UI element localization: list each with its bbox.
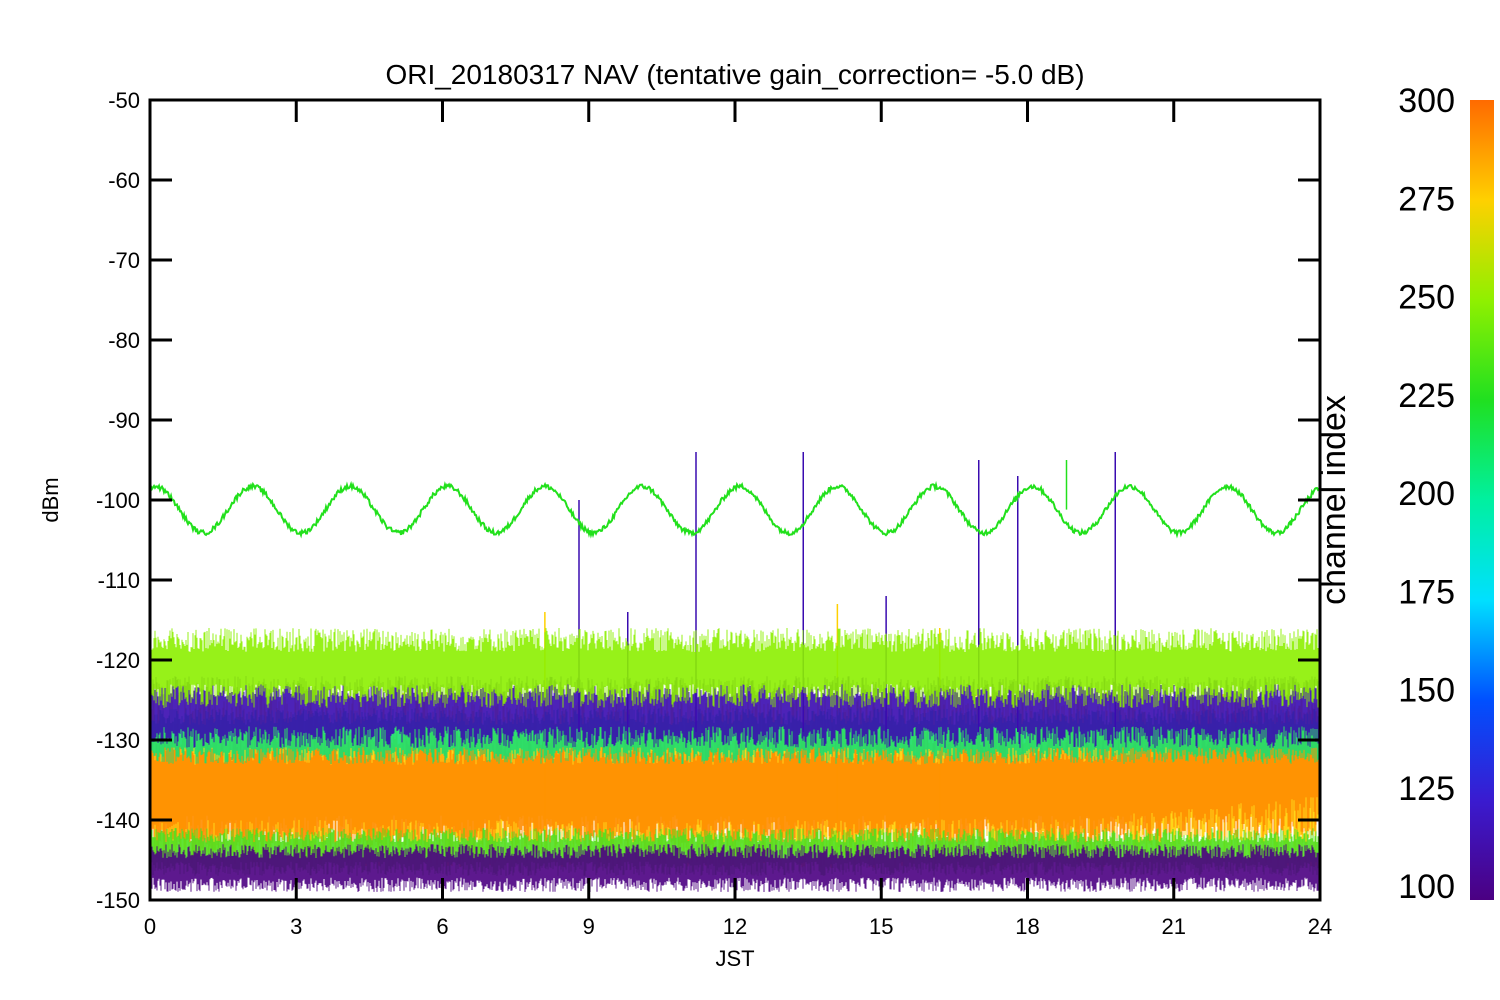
series-layer <box>150 452 1320 892</box>
colorbar-tick-label: 175 <box>1398 573 1455 611</box>
y-tick-label: -60 <box>108 168 140 193</box>
colorbar-tick-label: 250 <box>1398 279 1455 317</box>
x-tick-label: 21 <box>1162 914 1186 939</box>
y-axis-title: dBm <box>38 477 63 522</box>
colorbar-axis: 100 125 150 175 200 225 250 275 300 <box>1398 82 1455 906</box>
x-tick-label: 15 <box>869 914 893 939</box>
x-tick-label: 12 <box>723 914 747 939</box>
colorbar-tick-label: 150 <box>1398 672 1455 710</box>
colorbar-tick-label: 275 <box>1398 180 1455 218</box>
y-tick-label: -140 <box>96 808 140 833</box>
series-channel-290 <box>150 702 1320 860</box>
y-tick-label: -150 <box>96 888 140 913</box>
y-tick-label: -120 <box>96 648 140 673</box>
y-tick-label: -70 <box>108 248 140 273</box>
x-tick-label: 3 <box>290 914 302 939</box>
y-tick-label: -80 <box>108 328 140 353</box>
x-tick-label: 0 <box>144 914 156 939</box>
series-channel-220 <box>150 480 1320 539</box>
colorbar-tick-label: 125 <box>1398 770 1455 808</box>
y-tick-label: -110 <box>98 568 140 593</box>
x-axis: 0 3 6 9 12 15 18 21 24 <box>144 100 1332 939</box>
y-tick-label: -130 <box>96 728 140 753</box>
x-tick-label: 18 <box>1015 914 1039 939</box>
colorbar-tick-label: 225 <box>1398 377 1455 415</box>
series-channel-120 <box>150 676 1320 748</box>
colorbar-tick-label: 100 <box>1398 868 1455 906</box>
y-tick-label: -50 <box>108 88 140 113</box>
chart-title: ORI_20180317 NAV (tentative gain_correct… <box>385 59 1084 90</box>
colorbar-title: channel index <box>1315 395 1353 605</box>
colorbar-tick-label: 200 <box>1398 475 1455 513</box>
colorbar-tick-label: 300 <box>1398 82 1455 120</box>
colorbar <box>1470 100 1494 900</box>
y-tick-label: -100 <box>96 488 140 513</box>
series-channel-255 <box>150 628 1320 708</box>
x-tick-label: 24 <box>1308 914 1332 939</box>
y-tick-label: -90 <box>108 408 140 433</box>
x-axis-title: JST <box>715 946 754 971</box>
x-tick-label: 9 <box>583 914 595 939</box>
series-channel-110 <box>150 844 1320 892</box>
x-tick-label: 6 <box>436 914 448 939</box>
y-axis: -50 -60 -70 -80 -90 -100 -110 -120 -130 -140 -150 <box>96 88 1320 913</box>
